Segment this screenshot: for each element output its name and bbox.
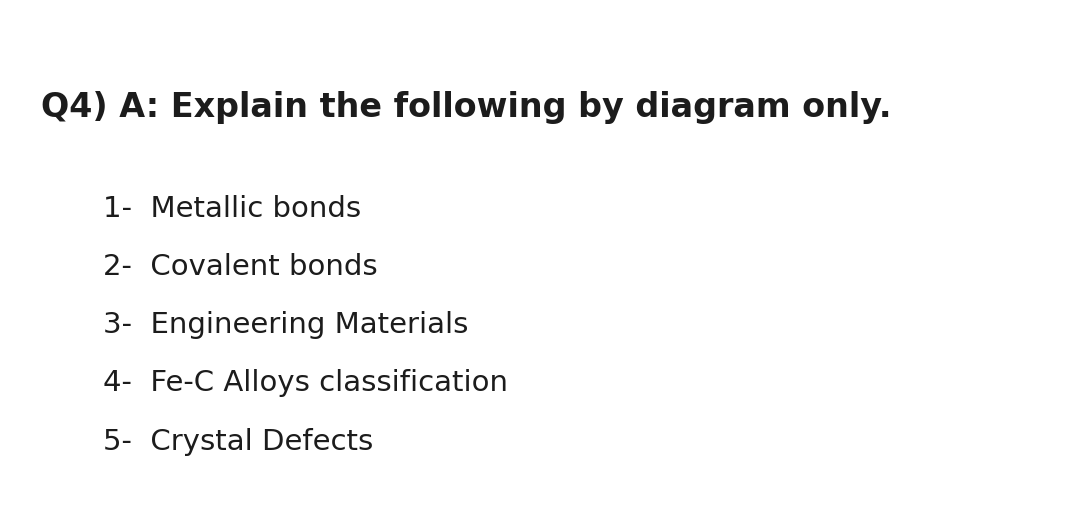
- Text: 5-  Crystal Defects: 5- Crystal Defects: [103, 427, 373, 454]
- Text: 2-  Covalent bonds: 2- Covalent bonds: [103, 252, 377, 280]
- Text: 4-  Fe-C Alloys classification: 4- Fe-C Alloys classification: [103, 369, 508, 396]
- Text: 1-  Metallic bonds: 1- Metallic bonds: [103, 194, 361, 222]
- Text: 3-  Engineering Materials: 3- Engineering Materials: [103, 311, 468, 338]
- Text: Q4) A: Explain the following by diagram only.: Q4) A: Explain the following by diagram …: [41, 91, 892, 124]
